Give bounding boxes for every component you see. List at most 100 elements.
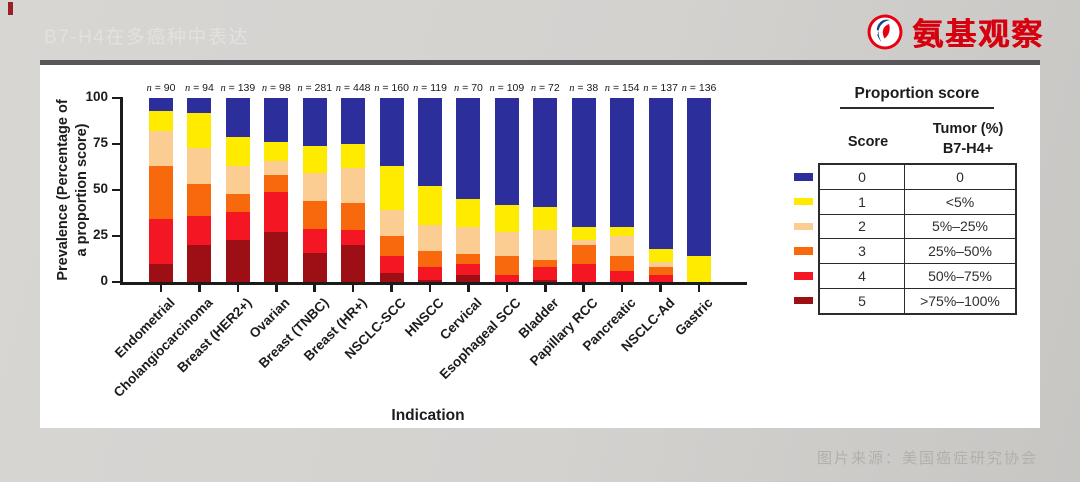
y-tick [112, 188, 120, 192]
bar-segment [149, 219, 173, 264]
bar-segment [418, 280, 442, 282]
bar-segment [149, 166, 173, 220]
x-tick [275, 285, 278, 292]
x-tick [544, 285, 547, 292]
y-axis-title-line1: Prevalence (Percentage of [55, 99, 72, 281]
bar-segment [264, 142, 289, 161]
legend-range-value: 0 [956, 168, 964, 185]
bar-hnscc [418, 98, 442, 282]
bar-bladder [533, 98, 558, 282]
bar-segment [494, 274, 519, 282]
bar-segment [418, 267, 442, 281]
n-count-label: n = 139 [220, 82, 256, 94]
bar-segment [264, 191, 289, 233]
bar-segment [610, 98, 635, 227]
bar-segment [494, 204, 519, 233]
chart: Prevalence (Percentage of a proportion s… [40, 65, 1040, 428]
bar-segment [225, 193, 250, 213]
bar-segment [610, 235, 635, 257]
y-axis-line [120, 97, 123, 284]
legend-score-value: 4 [820, 264, 905, 288]
legend-range-value: 25%–50% [928, 243, 992, 260]
bar-segment [187, 215, 212, 246]
bar-segment [687, 256, 712, 282]
bar-segment [302, 252, 327, 282]
bar-segment [648, 261, 673, 268]
n-count-label: n = 137 [643, 82, 678, 94]
bar-segment [187, 147, 212, 185]
y-tick-label: 75 [92, 135, 108, 150]
page-title: B7-H4在多癌种中表达 [44, 27, 249, 48]
bar-cholangiocarcinoma [187, 98, 212, 282]
n-count-label: n = 154 [604, 82, 640, 94]
bar-nsclc-scc [379, 98, 404, 282]
bar-segment [418, 250, 442, 268]
legend-row-score3: 3 25%–50% [794, 238, 1015, 264]
bar-segment [456, 274, 481, 282]
legend-header-score: Score [847, 134, 889, 150]
bar-segment [149, 98, 173, 111]
bar-segment [687, 98, 712, 257]
legend-row-score1: 1 <5% [794, 188, 1015, 214]
bar-segment [494, 256, 519, 275]
legend-row-score5: 5 >75%–100% [794, 287, 1015, 313]
bar-segment [456, 226, 481, 255]
bar-segment [187, 184, 212, 216]
brand-logo-icon [865, 12, 905, 52]
legend-range-value: <5% [945, 193, 975, 210]
bar-segment [302, 173, 327, 202]
n-count-label: n = 281 [297, 82, 333, 94]
legend-score-value: 5 [820, 288, 905, 313]
bar-segment [341, 144, 366, 168]
legend-table: 0 0 1 <5% 2 5%–25% 3 25%–50% [794, 163, 1017, 315]
n-count-label: n = 38 [569, 82, 599, 94]
bar-segment [494, 98, 519, 205]
bar-segment [149, 263, 173, 282]
bar-segment [187, 98, 212, 113]
y-tick [112, 96, 120, 100]
bar-segment [225, 212, 250, 240]
y-tick [112, 280, 120, 284]
x-tick [313, 285, 316, 292]
x-tick [351, 285, 355, 292]
bar-segment [418, 224, 442, 251]
bar-segment [187, 112, 212, 148]
x-tick [390, 285, 393, 292]
bar-segment [149, 110, 173, 132]
bar-segment [648, 98, 673, 249]
bar-gastric [687, 98, 712, 282]
bar-segment [610, 270, 635, 282]
brand-logo: 氨基观察 [865, 9, 1044, 54]
n-count-label: n = 90 [146, 82, 176, 94]
n-count-label: n = 109 [489, 82, 525, 94]
bar-segment [533, 98, 558, 207]
bar-segment [456, 199, 481, 227]
legend-swatch-score5 [794, 296, 813, 305]
bar-segment [302, 98, 327, 146]
bar-segment [379, 166, 404, 211]
n-count-label: n = 448 [335, 82, 371, 94]
bar-segment [341, 98, 366, 144]
x-tick [505, 285, 509, 292]
x-tick [428, 285, 432, 292]
bar-papillary-rcc [571, 98, 596, 282]
x-tick [198, 285, 201, 292]
legend-swatch-score3 [794, 247, 813, 255]
legend-swatch-score2 [794, 222, 813, 231]
bar-segment [571, 263, 596, 282]
bar-nsclc-ad [648, 98, 673, 282]
y-tick [112, 142, 120, 146]
legend-row-score4: 4 50%–75% [794, 263, 1015, 288]
bar-segment [379, 256, 404, 273]
n-count-label: n = 119 [413, 82, 447, 94]
bar-segment [225, 136, 250, 167]
bar-segment [341, 230, 366, 246]
bar-segment [341, 202, 366, 231]
brand-logo-text: 氨基观察 [912, 17, 1044, 52]
plot-area: 0 25 50 75 100 n = 90 Endometrial n = 94 Cholang… [85, 82, 747, 400]
bar-breast-tnbc [302, 98, 327, 282]
legend-score-value: 2 [820, 214, 905, 239]
legend-swatch-score0 [794, 173, 813, 181]
bar-segment [571, 239, 596, 246]
